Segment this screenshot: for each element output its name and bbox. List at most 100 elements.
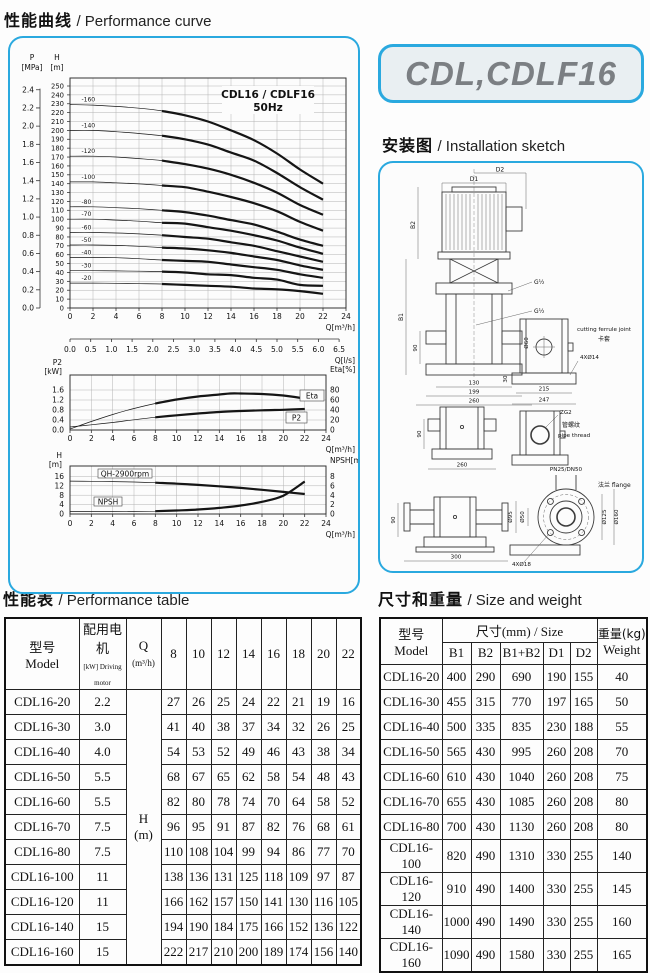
- head-value-cell: 138: [160, 864, 187, 890]
- head-value-cell: 64: [285, 789, 312, 815]
- chart-label: 40: [330, 406, 340, 415]
- head-value-cell: 34: [260, 714, 287, 740]
- dim-label-90-mid: 90: [417, 430, 423, 438]
- chart-label: 0: [59, 510, 64, 519]
- size-value-cell: 330: [542, 838, 571, 873]
- chart-label: P2: [53, 358, 63, 367]
- size-value-cell: 565: [441, 738, 472, 765]
- chart-label: 6: [132, 434, 137, 443]
- chart-label: 18: [257, 434, 267, 443]
- chart-shape: [501, 502, 509, 532]
- performance-curve-panel: 0 10 20 30 40 50 60 70 80 90 100 110 120 130 140 150 160…: [8, 36, 360, 594]
- model-cell: CDL16-50: [379, 738, 443, 765]
- chart-label: 80: [55, 233, 64, 241]
- size-value-cell: 260: [542, 788, 571, 815]
- head-value-cell: 96: [160, 814, 187, 840]
- chart-label: -140: [82, 122, 96, 129]
- size-table-row: CDL16-60 610 430 1040 260 208 75: [379, 763, 648, 790]
- dim-label-90-main: 90: [413, 344, 419, 352]
- chart-label: 0.4: [22, 267, 34, 276]
- chart-shape: [431, 448, 493, 460]
- chart-label: 1.8: [22, 140, 34, 149]
- model-cell: CDL16-60: [4, 789, 80, 815]
- chart-label: 24: [321, 434, 331, 443]
- size-weight-table: 型号 Model 尺寸(mm) / Size 重量(kg) Weight B1 B2 B…: [379, 617, 649, 973]
- label-cutting-ferrule-en: cutting ferrule joint: [577, 327, 632, 333]
- chart-shape: [546, 529, 554, 537]
- col-motor-en: [kW] Driving motor: [83, 663, 122, 687]
- size-value-cell: 770: [499, 688, 544, 715]
- size-value-cell: 260: [542, 738, 571, 765]
- size-value-cell: 1400: [499, 871, 544, 906]
- chart-label: 4.0: [230, 345, 242, 354]
- model-cell: CDL16-40: [379, 713, 443, 740]
- chart-label: 2: [89, 519, 94, 528]
- dim-label-30: 30: [503, 375, 509, 383]
- chart-label: 22: [300, 434, 310, 443]
- head-value-cell: 175: [235, 914, 262, 940]
- heading-performance-curve: 性能曲线 / Performance curve: [4, 7, 212, 31]
- chart-label: 22: [318, 312, 328, 321]
- dim-label-4x14: 4XØ14: [580, 354, 599, 361]
- chart-shape: [161, 134, 324, 201]
- size-value-cell: 995: [499, 738, 544, 765]
- perf-col-q: Q (m³/h): [125, 617, 162, 690]
- model-cell: CDL16-60: [379, 763, 443, 790]
- chart-label: 14: [226, 312, 236, 321]
- chart-label: 0.5: [85, 345, 97, 354]
- chart-label: Q[l/s]: [335, 356, 355, 365]
- chart-label: 0.2: [22, 285, 34, 294]
- head-value-cell: 189: [260, 939, 287, 966]
- chart-label: 0.4: [52, 416, 64, 425]
- model-badge: CDL,CDLF16: [378, 44, 644, 103]
- chart-label: 150: [51, 171, 64, 179]
- size-col-size: 尺寸(mm) / Size: [441, 617, 598, 643]
- perf-col-q-14: 14: [235, 617, 262, 690]
- motor-cell: 7.5: [78, 839, 127, 865]
- dim-label-b2: B2: [410, 221, 417, 229]
- size-table-row: CDL16-30 455 315 770 197 165 50: [379, 688, 648, 715]
- chart-label: 110: [51, 207, 64, 215]
- head-value-cell: 190: [185, 914, 212, 940]
- chart-label: 24: [341, 312, 351, 321]
- chart-label: P2: [292, 414, 302, 423]
- size-value-cell: 255: [569, 871, 598, 906]
- heading-en: / Size and weight: [467, 592, 582, 609]
- head-value-cell: 118: [260, 864, 287, 890]
- head-value-cell: 77: [310, 839, 337, 865]
- label-flange: 法兰 flange: [598, 481, 631, 489]
- head-value-cell: 174: [285, 939, 312, 966]
- size-value-cell: 1085: [499, 788, 544, 815]
- size-value-cell: 1580: [499, 937, 544, 972]
- chart-label: 0.0: [52, 426, 64, 435]
- size-value-cell: 1130: [499, 813, 544, 840]
- chart-label: 5.5: [292, 345, 304, 354]
- sketch-main-view: D2 D1 G½ G½ Ø60 B2 B1 90: [398, 167, 545, 406]
- dim-label-4x18: 4XØ18: [512, 561, 531, 568]
- head-value-cell: 194: [160, 914, 187, 940]
- size-subcol-D2: D2: [569, 641, 598, 665]
- chart-shape: [155, 392, 305, 405]
- chart-label: 18: [272, 312, 282, 321]
- chart-label: Eta[%]: [330, 365, 355, 374]
- motor-cell: 5.5: [78, 789, 127, 815]
- dim-label-dia160: Ø160: [613, 509, 620, 525]
- chart-shape: [423, 536, 487, 548]
- npsh-chart: 161284086420H[m]NPSH[m]02468101214161820…: [49, 451, 358, 539]
- heading-en: / Performance table: [58, 592, 190, 609]
- chart-label: 2: [91, 312, 96, 321]
- size-value-cell: 197: [542, 688, 571, 715]
- head-value-cell: 27: [160, 689, 187, 715]
- chart-shape: [511, 454, 569, 466]
- size-value-cell: 40: [596, 663, 648, 690]
- chart-shape: [69, 155, 324, 216]
- model-cell: CDL16-70: [379, 788, 443, 815]
- motor-cell: 15: [78, 914, 127, 940]
- chart-label: 60: [330, 396, 340, 405]
- col-model-zh: 型号: [398, 627, 425, 643]
- chart-label: H: [56, 451, 62, 460]
- chart-label: 0: [60, 304, 64, 312]
- size-value-cell: 490: [470, 871, 501, 906]
- size-value-cell: 820: [441, 838, 472, 873]
- col-motor-zh: 配用电机: [82, 623, 122, 657]
